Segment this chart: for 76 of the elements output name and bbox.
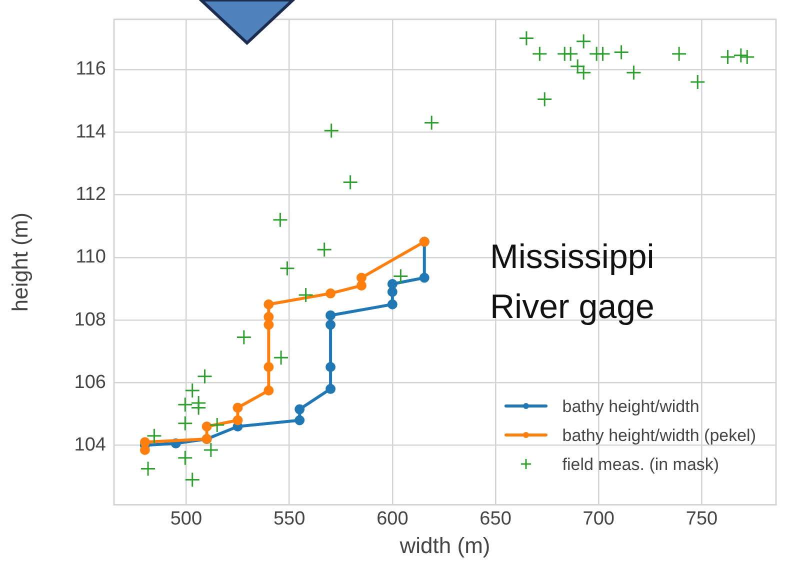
y-tick-label: 106 [74,372,106,393]
point [532,46,548,62]
y-tick-label: 110 [76,246,106,268]
point [626,64,642,80]
point [177,450,193,466]
y-tick-label: 104 [74,434,106,456]
point [279,260,295,276]
point [720,49,736,65]
point [424,114,440,130]
point [326,288,336,298]
legend-label: field meas. (in mask) [562,454,720,476]
point [326,320,336,330]
x-tick-label: 700 [582,508,614,530]
point [518,30,534,46]
point [733,48,749,64]
point [356,280,366,291]
point [356,272,366,283]
y-tick-label: 108 [74,309,106,330]
point [671,46,687,62]
point [392,268,408,284]
legend-label: bathy height/width [562,396,700,418]
point [232,402,243,413]
x-tick-label: 500 [170,508,202,530]
point [177,416,193,432]
point [264,299,274,310]
y-tick-label: 114 [76,121,106,142]
point [326,310,336,320]
point [196,368,212,384]
point [316,242,332,258]
point [739,49,755,65]
point [272,212,288,228]
point [326,384,336,394]
point [595,46,611,62]
annotation: Mississippi River gage [490,237,656,328]
point [294,404,305,414]
x-tick-label: 600 [376,508,408,530]
point [209,417,225,433]
point [298,287,314,303]
point [184,472,200,488]
point [614,44,630,60]
point [232,415,243,426]
point [236,330,252,346]
point [562,46,578,62]
point [202,422,212,432]
x-tick-label: 650 [480,508,512,530]
point [387,286,398,297]
x-tick-label: 550 [273,508,306,530]
point [324,122,340,138]
point [203,442,219,458]
x-axis-title: width (m) [398,532,490,558]
point [264,312,274,322]
point [387,279,398,290]
x-tick-label: 750 [686,508,718,530]
point [387,299,398,310]
point [190,400,206,416]
legend-label: bathy height/width (pekel) [562,424,756,447]
point [536,92,552,108]
point [264,362,274,372]
point [140,444,150,455]
point [273,350,289,366]
point [140,437,150,448]
point [294,415,305,426]
point [184,382,200,398]
point [146,428,162,444]
point [177,396,193,412]
point [690,74,706,90]
y-tick-label: 112 [76,184,106,206]
point [326,362,336,372]
point [576,34,592,50]
point [342,174,358,190]
point [140,461,156,477]
point [264,385,274,396]
point [419,272,430,283]
point [264,320,274,330]
y-axis-title: height (m) [7,212,32,312]
y-tick-label: 116 [76,58,106,80]
